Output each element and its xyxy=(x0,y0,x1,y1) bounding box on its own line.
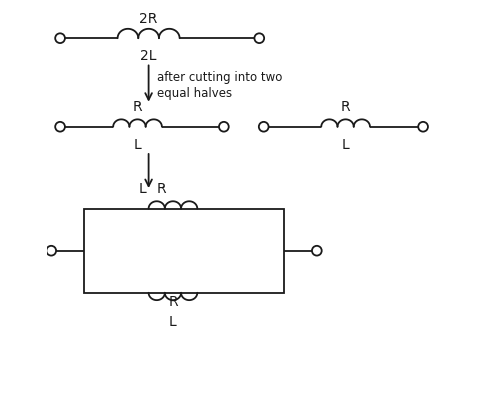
Text: after cutting into two: after cutting into two xyxy=(156,71,282,84)
Bar xyxy=(85,208,283,293)
Text: 2R: 2R xyxy=(139,12,158,26)
Text: R: R xyxy=(156,182,166,196)
Text: L: L xyxy=(134,138,141,152)
Text: L: L xyxy=(342,138,349,152)
Text: R: R xyxy=(341,100,350,114)
Text: 2L: 2L xyxy=(140,49,157,63)
Text: L: L xyxy=(139,182,147,196)
Text: L: L xyxy=(169,315,177,329)
Text: R: R xyxy=(133,100,142,114)
Text: equal halves: equal halves xyxy=(156,87,232,100)
Text: R: R xyxy=(168,295,178,309)
